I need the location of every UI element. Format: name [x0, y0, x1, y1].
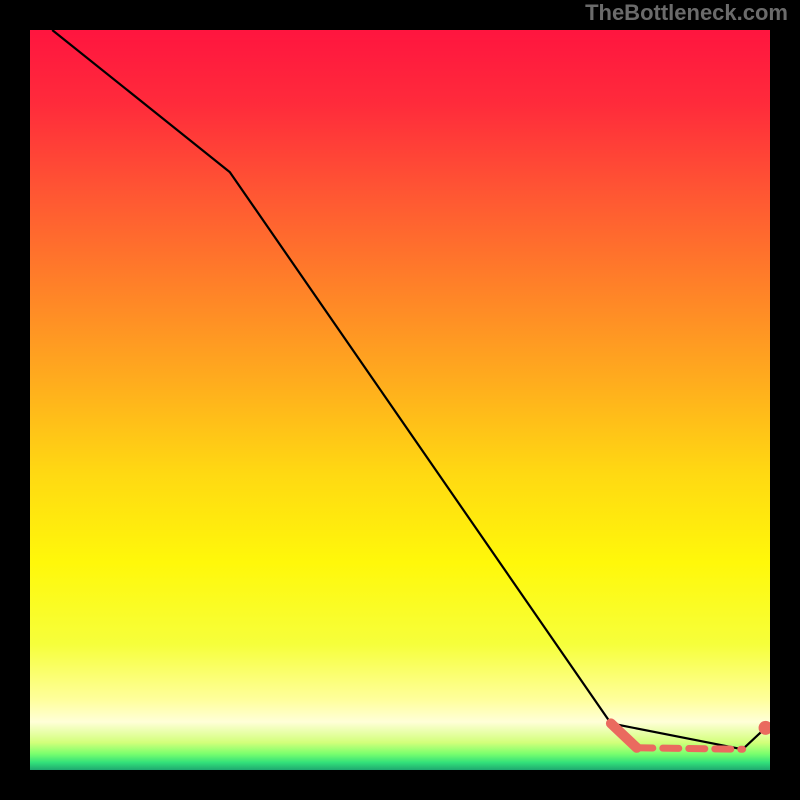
- gradient-background: [30, 30, 770, 770]
- attribution-label: TheBottleneck.com: [585, 0, 788, 26]
- chart-container: TheBottleneck.com: [0, 0, 800, 800]
- dashed-segment: [637, 748, 743, 749]
- bottleneck-chart: [30, 30, 770, 770]
